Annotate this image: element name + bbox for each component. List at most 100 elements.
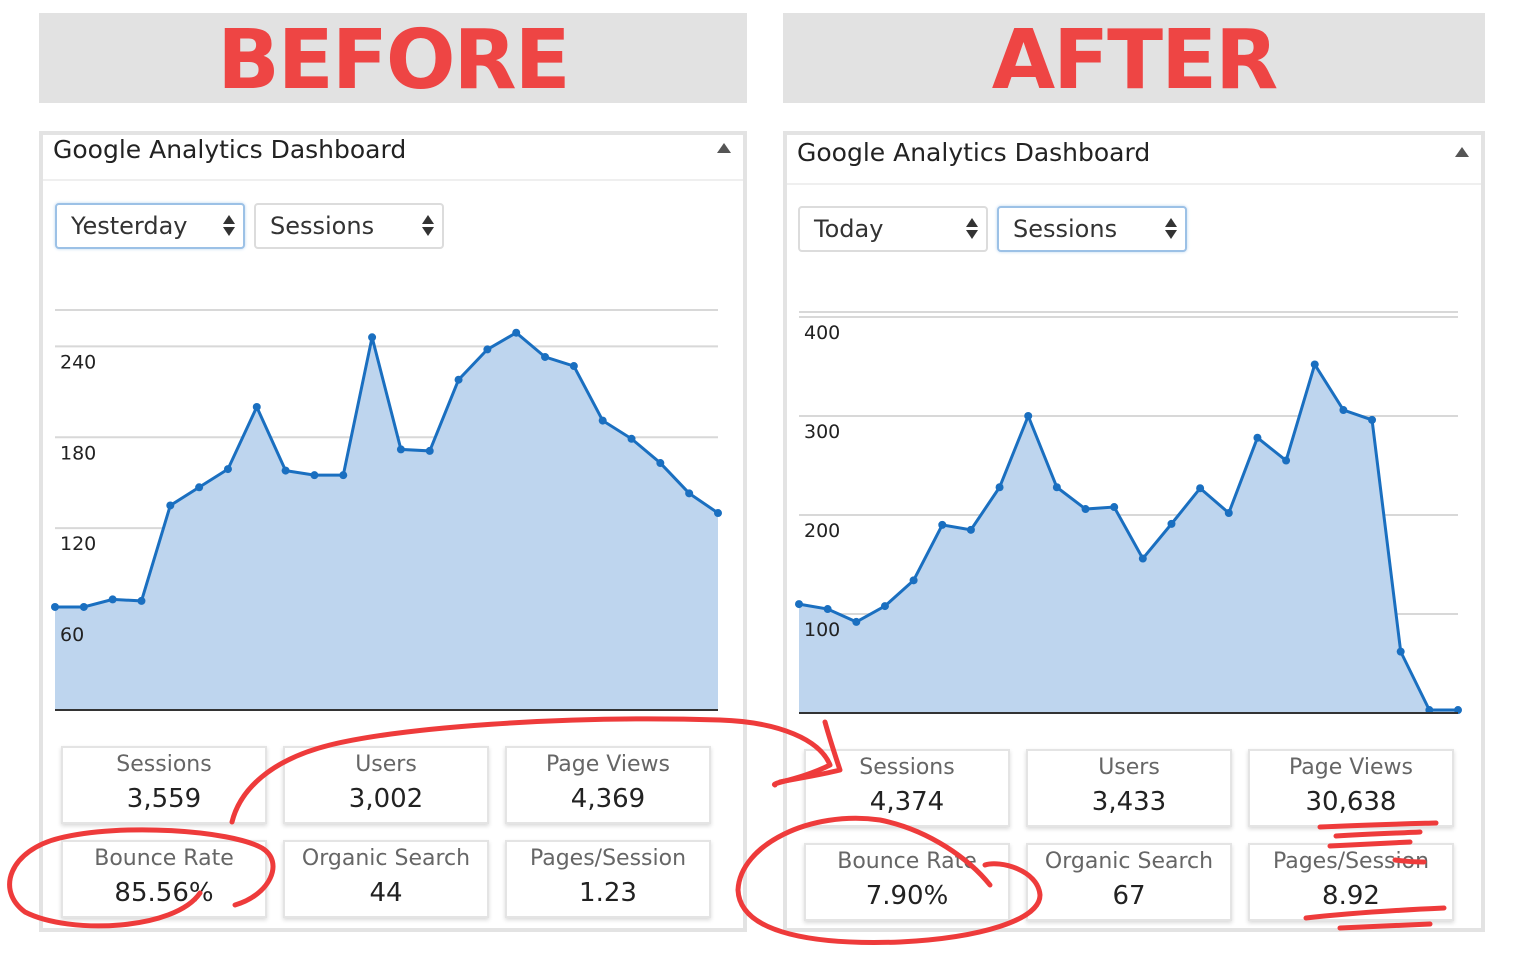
data-point [137, 596, 146, 605]
data-point [1396, 647, 1405, 656]
data-point [108, 595, 117, 604]
y-tick-label: 60 [60, 624, 84, 646]
data-point [938, 520, 947, 529]
period-select-value: Yesterday [71, 212, 188, 240]
before-banner: BEFORE [39, 13, 747, 103]
metric-select[interactable]: Sessions [254, 203, 444, 249]
stat-pages-per-session: Pages/Session 1.23 [505, 840, 711, 918]
data-point [541, 352, 550, 361]
stat-bounce-rate: Bounce Rate 7.90% [804, 843, 1010, 921]
stat-label: Organic Search [1044, 849, 1214, 874]
metric-select-value: Sessions [1013, 215, 1118, 243]
data-point [1052, 483, 1061, 492]
period-select[interactable]: Yesterday [55, 203, 245, 249]
stat-sessions: Sessions 3,559 [61, 746, 267, 824]
sessions-area-fill [55, 332, 718, 710]
data-point [223, 465, 232, 474]
y-tick-label: 300 [804, 421, 840, 443]
stat-value: 67 [1112, 881, 1146, 911]
stat-label: Users [1098, 755, 1160, 780]
stat-value: 4,369 [570, 784, 646, 814]
y-tick-label: 240 [60, 351, 96, 373]
stat-users: Users 3,433 [1026, 749, 1232, 827]
stat-label: Pages/Session [1272, 849, 1430, 874]
data-point [425, 446, 434, 455]
data-point [454, 375, 463, 384]
data-point [795, 600, 803, 609]
metric-select[interactable]: Sessions [997, 206, 1187, 252]
data-point [310, 471, 319, 480]
data-point [966, 525, 975, 534]
y-tick-label: 200 [804, 520, 840, 542]
collapse-arrow-icon[interactable] [717, 143, 731, 153]
data-point [79, 602, 88, 611]
after-banner: AFTER [783, 13, 1485, 103]
data-point [880, 602, 889, 611]
title-divider [787, 183, 1481, 185]
stat-bounce-rate: Bounce Rate 85.56% [61, 840, 267, 918]
stat-organic-search: Organic Search 44 [283, 840, 489, 918]
stat-value: 30,638 [1305, 787, 1397, 817]
y-tick-label: 100 [804, 619, 840, 641]
select-arrows-icon [1165, 216, 1177, 242]
stat-label: Bounce Rate [94, 846, 234, 871]
stat-value: 4,374 [869, 787, 945, 817]
stat-label: Sessions [116, 752, 212, 777]
data-point [1368, 415, 1377, 424]
stat-page-views: Page Views 4,369 [505, 746, 711, 824]
stat-organic-search: Organic Search 67 [1026, 843, 1232, 921]
collapse-arrow-icon[interactable] [1455, 147, 1469, 157]
select-arrows-icon [422, 213, 434, 239]
data-point [1024, 411, 1033, 420]
before-banner-text: BEFORE [217, 13, 570, 108]
stat-value: 85.56% [114, 878, 214, 908]
data-point [685, 489, 694, 498]
data-point [598, 416, 607, 425]
stat-label: Organic Search [301, 846, 471, 871]
data-point [195, 483, 204, 492]
data-point [1339, 406, 1348, 415]
data-point [166, 501, 175, 510]
stat-label: Bounce Rate [837, 849, 977, 874]
stat-value: 3,002 [348, 784, 424, 814]
metric-select-value: Sessions [270, 212, 375, 240]
data-point [1310, 360, 1319, 369]
data-point [512, 328, 521, 337]
data-point [823, 605, 832, 614]
sessions-area-chart: 60 120 180 240 [51, 309, 722, 711]
data-point [396, 445, 405, 454]
data-point [1110, 503, 1119, 512]
data-point [627, 434, 636, 443]
stat-label: Page Views [1289, 755, 1413, 780]
stat-value: 7.90% [865, 881, 949, 911]
stat-value: 44 [369, 878, 403, 908]
before-dashboard-panel: Google Analytics Dashboard Yesterday Ses… [39, 131, 747, 932]
panel-title: Google Analytics Dashboard [797, 138, 1151, 167]
data-point [1282, 456, 1291, 465]
data-point [252, 402, 261, 411]
data-point [995, 483, 1004, 492]
sessions-area-chart: 100 200 300 400 [795, 311, 1462, 715]
title-divider [43, 179, 743, 181]
data-point [339, 471, 348, 480]
data-point [368, 333, 377, 342]
after-banner-text: AFTER [991, 13, 1279, 108]
data-point [909, 576, 918, 585]
period-select[interactable]: Today [798, 206, 988, 252]
stat-page-views: Page Views 30,638 [1248, 749, 1454, 827]
stat-value: 3,433 [1091, 787, 1167, 817]
stat-users: Users 3,002 [283, 746, 489, 824]
data-point [714, 509, 722, 518]
stat-value: 3,559 [126, 784, 202, 814]
data-point [1138, 554, 1147, 563]
select-arrows-icon [966, 216, 978, 242]
after-dashboard-panel: Google Analytics Dashboard Today Session… [783, 131, 1485, 932]
stat-sessions: Sessions 4,374 [804, 749, 1010, 827]
y-tick-label: 400 [804, 322, 840, 344]
data-point [569, 362, 578, 371]
data-point [1224, 508, 1233, 517]
panel-title: Google Analytics Dashboard [53, 135, 407, 164]
data-point [1253, 433, 1262, 442]
y-tick-label: 180 [60, 442, 96, 464]
period-select-value: Today [814, 215, 884, 243]
